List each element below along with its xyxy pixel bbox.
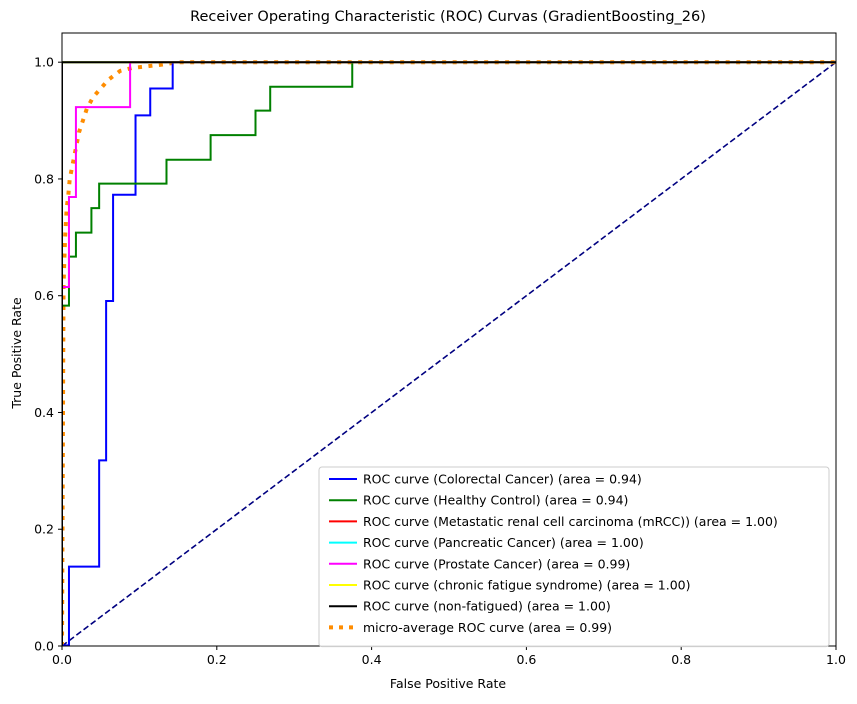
y-tick-label: 0.4 bbox=[34, 405, 54, 420]
x-tick-label: 0.6 bbox=[516, 652, 536, 667]
x-tick-label: 0.2 bbox=[207, 652, 227, 667]
series-line-roc-curve-non-fatigued-area-1-00 bbox=[62, 61, 836, 646]
legend-label: ROC curve (Pancreatic Cancer) (area = 1.… bbox=[363, 535, 644, 550]
series-line-roc-curve-healthy-control-area-0-94 bbox=[62, 61, 836, 646]
y-tick-label: 1.0 bbox=[34, 55, 54, 70]
plot-area bbox=[62, 60, 836, 646]
legend-label: ROC curve (Colorectal Cancer) (area = 0.… bbox=[363, 472, 642, 487]
chart-title: Receiver Operating Characteristic (ROC) … bbox=[190, 9, 706, 25]
legend-label: ROC curve (non-fatigued) (area = 1.00) bbox=[363, 599, 611, 614]
legend-label: ROC curve (Metastatic renal cell carcino… bbox=[363, 514, 778, 529]
legend-label: micro-average ROC curve (area = 0.99) bbox=[363, 620, 612, 635]
legend-label: ROC curve (chronic fatigue syndrome) (ar… bbox=[363, 578, 690, 593]
y-tick-label: 0.2 bbox=[34, 522, 54, 537]
x-tick-label: 1.0 bbox=[826, 652, 846, 667]
y-tick-label: 0.0 bbox=[34, 639, 54, 654]
x-axis-label: False Positive Rate bbox=[390, 676, 506, 691]
x-tick-label: 0.8 bbox=[671, 652, 691, 667]
y-tick-label: 0.8 bbox=[34, 171, 54, 186]
legend-label: ROC curve (Prostate Cancer) (area = 0.99… bbox=[363, 556, 630, 571]
legend-box bbox=[318, 466, 830, 648]
x-tick-label: 0.0 bbox=[52, 652, 72, 667]
axis-ticks: 0.0 0.2 0.4 0.6 0.8 1.0 0.0 0.2 0.4 0.6 0.8 1.0 bbox=[34, 55, 846, 667]
y-axis-label: True Positive Rate bbox=[9, 297, 24, 410]
legend-label: ROC curve (Healthy Control) (area = 0.94… bbox=[363, 493, 628, 508]
series-line-micro-average-roc-curve-area-0-99 bbox=[62, 60, 836, 646]
series-line-roc-curve-prostate-cancer-area-0-99 bbox=[62, 61, 836, 646]
series-line-roc-curve-colorectal-cancer-area-0-94 bbox=[62, 61, 836, 646]
x-tick-label: 0.4 bbox=[362, 652, 382, 667]
legend: ROC curve (Colorectal Cancer) (area = 0.… bbox=[318, 466, 830, 648]
y-tick-label: 0.6 bbox=[34, 288, 54, 303]
